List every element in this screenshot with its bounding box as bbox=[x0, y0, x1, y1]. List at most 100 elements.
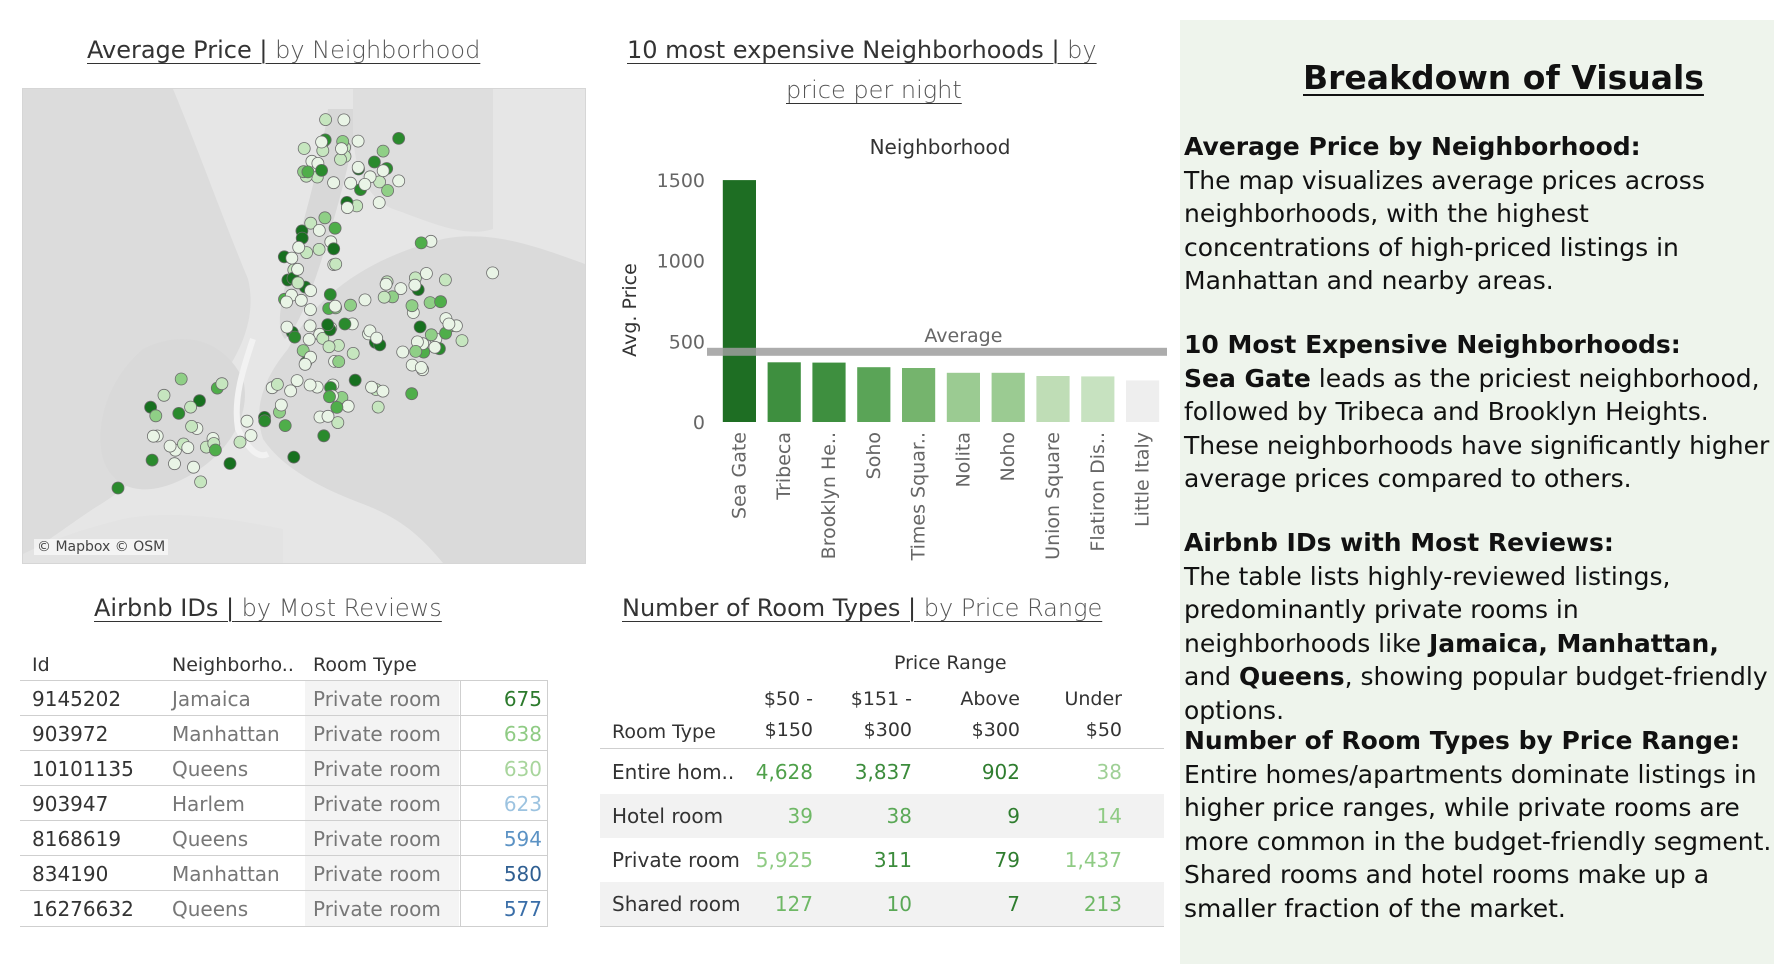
map-point[interactable] bbox=[322, 340, 336, 354]
map-point[interactable] bbox=[327, 242, 341, 256]
map-point[interactable] bbox=[381, 184, 395, 197]
map-point[interactable] bbox=[292, 240, 306, 254]
bar-chart-bar[interactable] bbox=[1081, 376, 1115, 422]
map-point[interactable] bbox=[302, 332, 316, 346]
map-point[interactable] bbox=[291, 276, 305, 290]
reviews-table-row[interactable]: 10101135 Queens Private room 630 bbox=[20, 750, 548, 786]
map-point[interactable] bbox=[428, 340, 442, 354]
map-point[interactable] bbox=[208, 443, 222, 457]
map-point[interactable] bbox=[145, 453, 159, 467]
map-point[interactable] bbox=[187, 460, 200, 474]
map-point[interactable] bbox=[287, 450, 301, 464]
map-point[interactable] bbox=[304, 284, 318, 298]
map-point[interactable] bbox=[392, 132, 406, 145]
bar-chart-bar[interactable] bbox=[1126, 380, 1160, 422]
map-point[interactable] bbox=[172, 406, 186, 420]
map-point[interactable] bbox=[408, 278, 422, 292]
map-point[interactable] bbox=[312, 223, 326, 237]
map-point[interactable] bbox=[303, 303, 317, 317]
map-point[interactable] bbox=[174, 372, 188, 386]
neighborhood-price-map[interactable] bbox=[22, 88, 586, 564]
bar-chart-bar[interactable] bbox=[991, 372, 1025, 422]
price-range-col-header[interactable]: $150 bbox=[764, 719, 813, 741]
map-point[interactable] bbox=[334, 153, 347, 166]
reviews-col-id[interactable]: Id bbox=[32, 654, 50, 676]
map-point[interactable] bbox=[317, 429, 331, 443]
map-point[interactable] bbox=[304, 216, 318, 230]
map-point[interactable] bbox=[303, 378, 317, 392]
map-point[interactable] bbox=[351, 161, 365, 174]
map-point[interactable] bbox=[298, 357, 312, 371]
price-bar-chart[interactable]: Neighborhood Avg. Price 0 500 1000 1500 Ave… bbox=[600, 130, 1170, 570]
price-range-col-header[interactable]: $300 bbox=[863, 719, 912, 741]
map-point[interactable] bbox=[258, 414, 272, 428]
bar-chart-bar[interactable] bbox=[812, 362, 846, 422]
map-point[interactable] bbox=[157, 388, 171, 402]
reviews-table-row[interactable]: 903947 Harlem Private room 623 bbox=[20, 785, 548, 821]
map-point[interactable] bbox=[274, 398, 288, 412]
map-point[interactable] bbox=[181, 441, 195, 455]
map-point[interactable] bbox=[240, 414, 254, 428]
map-point[interactable] bbox=[321, 318, 335, 332]
map-point[interactable] bbox=[193, 394, 206, 408]
map-point[interactable] bbox=[344, 176, 358, 190]
map-point[interactable] bbox=[244, 429, 258, 442]
map-point[interactable] bbox=[365, 380, 379, 394]
price-range-col-header[interactable]: $50 - bbox=[763, 688, 813, 710]
map-point[interactable] bbox=[270, 377, 284, 391]
map-point[interactable] bbox=[414, 361, 428, 374]
map-point[interactable] bbox=[379, 277, 393, 291]
map-point[interactable] bbox=[370, 331, 384, 345]
map-point[interactable] bbox=[413, 320, 427, 334]
map-point[interactable] bbox=[346, 346, 360, 360]
reviews-table-row[interactable]: 834190 Manhattan Private room 580 bbox=[20, 855, 548, 891]
room-types-row-label[interactable]: Entire hom.. bbox=[612, 760, 735, 784]
map-point[interactable] bbox=[328, 221, 342, 235]
map-point[interactable] bbox=[348, 373, 362, 387]
map-point[interactable] bbox=[331, 416, 345, 430]
reviews-table-row[interactable]: 903972 Manhattan Private room 638 bbox=[20, 715, 548, 751]
room-type-col-header[interactable]: Room Type bbox=[612, 721, 716, 743]
map-point[interactable] bbox=[438, 273, 452, 287]
map-point[interactable] bbox=[419, 267, 433, 280]
map-point[interactable] bbox=[290, 374, 304, 388]
map-point[interactable] bbox=[414, 236, 428, 250]
price-range-col-header[interactable]: $151 - bbox=[850, 688, 912, 710]
map-point[interactable] bbox=[321, 409, 335, 423]
map-point[interactable] bbox=[335, 142, 348, 156]
map-point[interactable] bbox=[328, 299, 342, 313]
map-point[interactable] bbox=[294, 293, 308, 307]
map-point[interactable] bbox=[291, 262, 305, 276]
price-range-col-header[interactable]: Above bbox=[960, 688, 1020, 710]
room-types-row-label[interactable]: Private room bbox=[612, 848, 740, 872]
map-point[interactable] bbox=[278, 419, 292, 433]
map-point[interactable] bbox=[394, 282, 408, 296]
reviews-col-neighborhood[interactable]: Neighborho.. bbox=[172, 654, 294, 676]
map-point[interactable] bbox=[318, 211, 332, 225]
map-point[interactable] bbox=[330, 400, 344, 414]
reviews-table-row[interactable]: 16276632 Queens Private room 577 bbox=[20, 890, 548, 927]
map-point[interactable] bbox=[337, 113, 351, 127]
map-point[interactable] bbox=[168, 457, 181, 471]
price-range-col-header[interactable]: $50 bbox=[1085, 719, 1122, 741]
map-point[interactable] bbox=[233, 435, 247, 449]
map-point[interactable] bbox=[146, 429, 160, 443]
map-canvas[interactable] bbox=[23, 89, 585, 563]
map-point[interactable] bbox=[351, 134, 365, 148]
map-point[interactable] bbox=[358, 293, 372, 307]
map-point[interactable] bbox=[424, 328, 438, 342]
map-point[interactable] bbox=[396, 345, 410, 359]
map-point[interactable] bbox=[184, 400, 198, 414]
map-point[interactable] bbox=[315, 164, 329, 177]
reviews-table-row[interactable]: 9145202 Jamaica Private room 675 bbox=[20, 680, 548, 716]
map-point[interactable] bbox=[341, 399, 355, 413]
reviews-col-room-type[interactable]: Room Type bbox=[313, 654, 417, 676]
map-point[interactable] bbox=[376, 164, 390, 178]
map-point[interactable] bbox=[288, 330, 302, 344]
map-point[interactable] bbox=[442, 317, 456, 331]
map-point[interactable] bbox=[376, 384, 390, 398]
map-point[interactable] bbox=[312, 242, 326, 256]
map-point[interactable] bbox=[405, 387, 419, 401]
reviews-table-row[interactable]: 8168619 Queens Private room 594 bbox=[20, 820, 548, 856]
map-point[interactable] bbox=[358, 178, 372, 191]
